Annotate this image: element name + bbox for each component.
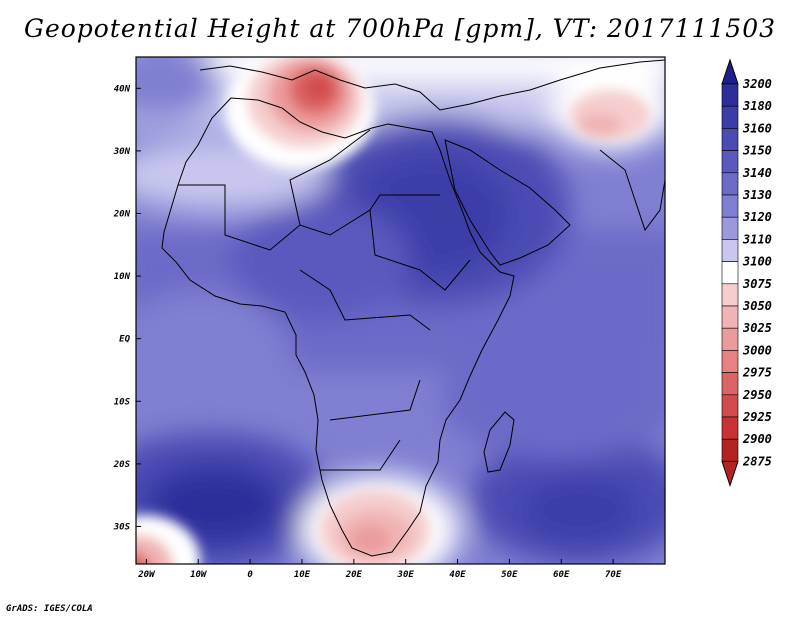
grads-credit: GrADS: IGES/COLA: [6, 604, 93, 614]
colorbar-swatch: [721, 150, 739, 174]
x-tick-label: 40E: [449, 570, 466, 580]
colorbar-swatch: [721, 305, 739, 329]
colorbar-label: 3100: [742, 255, 772, 269]
colorbar-swatch: [721, 105, 739, 129]
colorbar-min-arrow: [721, 460, 739, 487]
colorbar-label: 3200: [742, 77, 772, 91]
x-tick-label: 20W: [137, 570, 156, 580]
colorbar-label: 3180: [742, 99, 772, 113]
y-tick-label: EQ: [119, 335, 130, 345]
y-tick-label: 10N: [114, 272, 131, 282]
colorbar-swatch: [721, 394, 739, 418]
y-tick-label: 20N: [113, 209, 131, 219]
colorbar-label: 3050: [742, 299, 772, 313]
india-coastline: [599, 149, 665, 232]
colorbar-swatch: [721, 283, 739, 307]
map-frame: [135, 56, 666, 565]
colorbar-label: 3160: [742, 121, 772, 135]
colorbar-swatch: [721, 416, 739, 440]
colorbar-swatch: [721, 239, 739, 262]
colorbar-label: 3075: [742, 277, 772, 291]
colorbar-label: 2950: [742, 388, 772, 402]
colorbar-swatch: [721, 194, 739, 218]
colorbar-label: 2875: [742, 454, 772, 468]
x-tick-label: 50E: [501, 570, 518, 580]
colorbar: 3200 3180 3160 3150 3140 3130 3120 3110 3100 3075…: [721, 58, 772, 487]
colorbar-swatch: [721, 261, 739, 285]
colorbar-label: 2975: [742, 366, 772, 380]
arabia-coastline: [444, 139, 571, 266]
height-field: [136, 57, 665, 564]
colorbar-label: 3150: [742, 144, 772, 158]
y-tick-label: 40N: [114, 84, 131, 94]
africa-coastline: [161, 97, 515, 557]
chart-title: Geopotential Height at 700hPa [gpm], VT:…: [23, 14, 777, 43]
y-tick-label: 10S: [114, 397, 131, 407]
x-tick-label: 60E: [553, 570, 570, 580]
colorbar-label: 3025: [742, 321, 772, 335]
colorbar-label: 3000: [742, 343, 772, 357]
y-axis: 30S 20S 10S EQ 10N 20N 30N 40N: [113, 84, 141, 532]
x-tick-label: 70E: [605, 570, 622, 580]
madagascar-coastline: [483, 411, 515, 473]
colorbar-swatch: [721, 83, 739, 107]
colorbar-max-arrow: [721, 58, 739, 85]
x-axis: 20W 10W 0 10E 20E 30E 40E 50E 60E 70E: [137, 559, 622, 580]
colorbar-label: 3140: [742, 166, 772, 180]
colorbar-label: 2925: [742, 410, 772, 424]
colorbar-swatch: [721, 372, 739, 396]
y-tick-label: 20S: [113, 460, 131, 470]
colorbar-label: 3130: [742, 188, 772, 202]
colorbar-swatch: [721, 438, 739, 462]
x-tick-label: 0: [247, 570, 253, 580]
colorbar-label: 2900: [742, 432, 772, 446]
x-tick-label: 20E: [345, 570, 363, 580]
y-tick-label: 30N: [113, 147, 131, 157]
colorbar-swatch: [721, 172, 739, 196]
europe-coastline: [199, 59, 665, 111]
colorbar-label: 3110: [742, 232, 772, 246]
coastlines: [161, 59, 665, 557]
colorbar-swatch: [721, 128, 739, 151]
y-tick-label: 30S: [113, 522, 131, 532]
x-tick-label: 30E: [397, 570, 415, 580]
country-borders: [178, 129, 471, 471]
colorbar-swatch: [721, 327, 739, 351]
colorbar-swatch: [721, 350, 739, 373]
x-tick-label: 10E: [294, 570, 311, 580]
colorbar-label: 3120: [742, 210, 772, 224]
x-tick-label: 10W: [190, 570, 208, 580]
colorbar-swatch: [721, 216, 739, 240]
